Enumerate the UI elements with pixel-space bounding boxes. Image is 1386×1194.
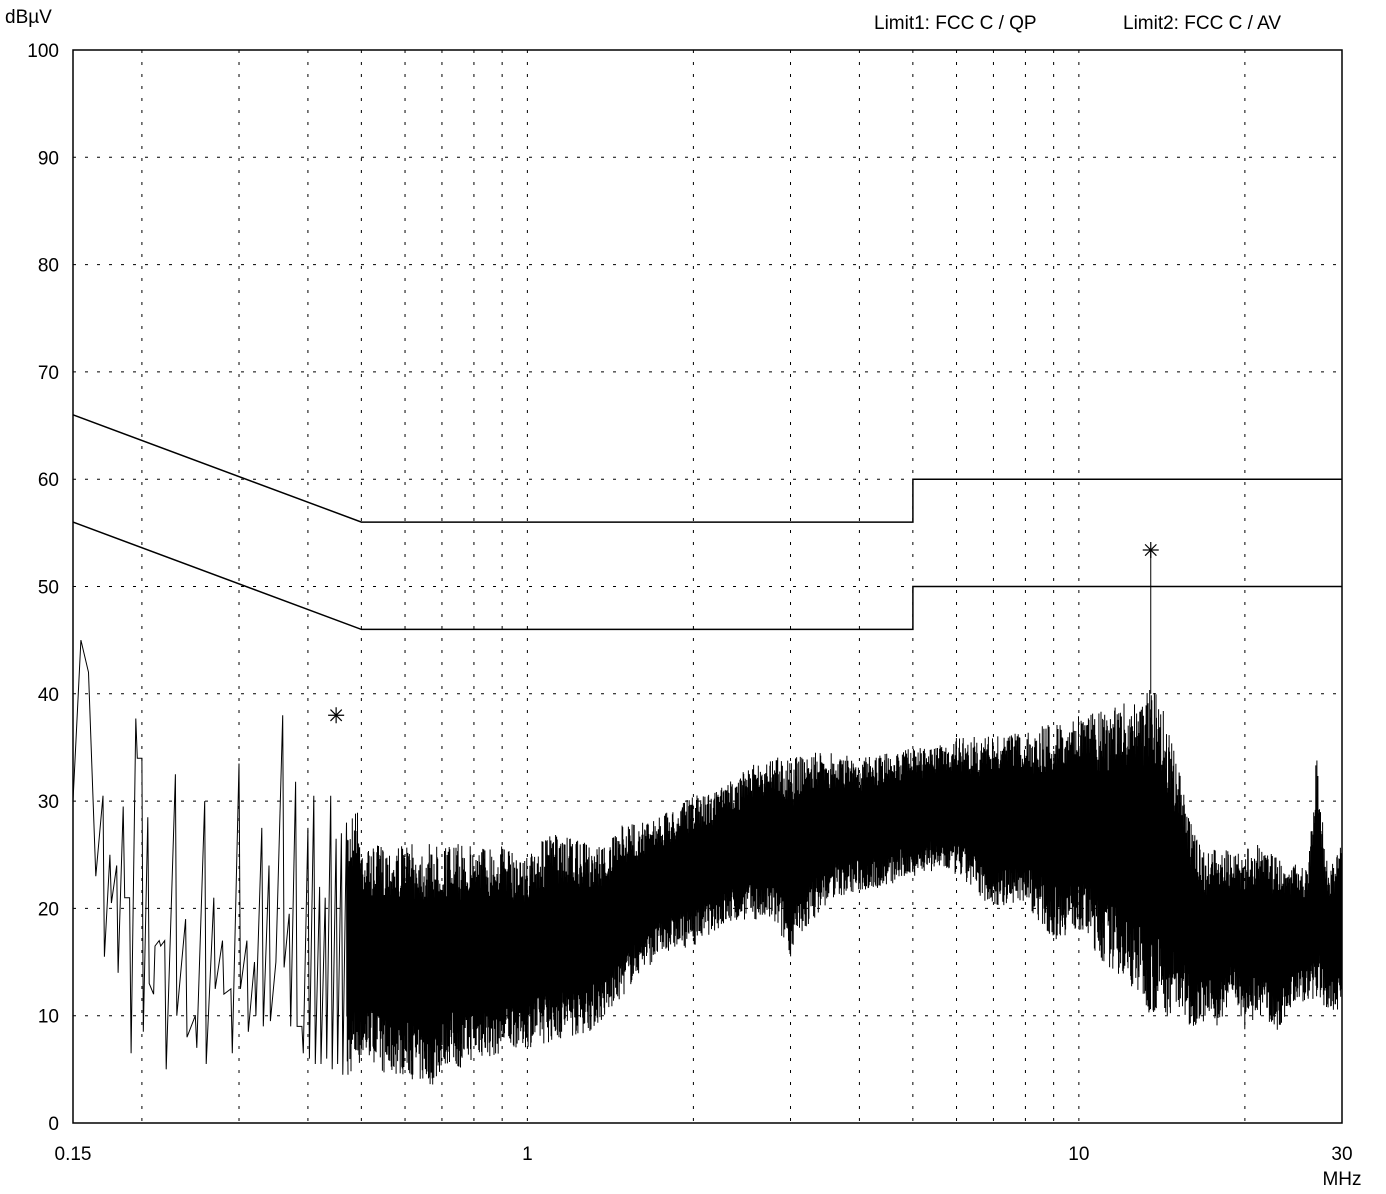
y-tick-label: 0 — [48, 1114, 59, 1135]
y-tick-label: 60 — [38, 470, 59, 491]
y-tick-label: 90 — [38, 148, 59, 169]
plot-frame — [72, 49, 1343, 1124]
peak-markers — [328, 542, 1159, 724]
trace-path — [72, 639, 1343, 1085]
limit2-legend: Limit2: FCC C / AV — [1123, 13, 1281, 34]
marker-stroke — [1144, 543, 1157, 557]
peak-marker — [328, 707, 345, 724]
x-tick-label: 1 — [522, 1144, 533, 1165]
peak-marker — [1142, 542, 1159, 694]
y-tick-label: 10 — [38, 1007, 59, 1028]
y-tick-label: 30 — [38, 792, 59, 813]
y-axis-ticks: 0 10 20 30 40 50 60 70 80 90 100 — [27, 41, 59, 1135]
limit-lines — [72, 414, 1342, 631]
x-tick-label: 0.15 — [55, 1144, 92, 1165]
y-tick-label: 40 — [38, 685, 59, 706]
x-axis-ticks: 0.15 1 10 30 — [55, 1144, 1353, 1165]
y-tick-label: 80 — [38, 256, 59, 277]
measurement-trace — [72, 639, 1343, 1085]
limit1-line — [72, 414, 1342, 523]
x-unit-label: MHz — [1322, 1169, 1361, 1190]
x-tick-label: 30 — [1331, 1144, 1352, 1165]
limit2-line — [72, 521, 1342, 631]
y-tick-label: 20 — [38, 899, 59, 920]
marker-stroke — [330, 709, 343, 722]
y-tick-label: 50 — [38, 578, 59, 599]
unit-label: dBµV — [5, 7, 52, 28]
x-tick-label: 10 — [1068, 1144, 1089, 1165]
y-tick-label: 70 — [38, 363, 59, 384]
y-tick-label: 100 — [27, 41, 59, 62]
limit1-legend: Limit1: FCC C / QP — [874, 13, 1037, 34]
